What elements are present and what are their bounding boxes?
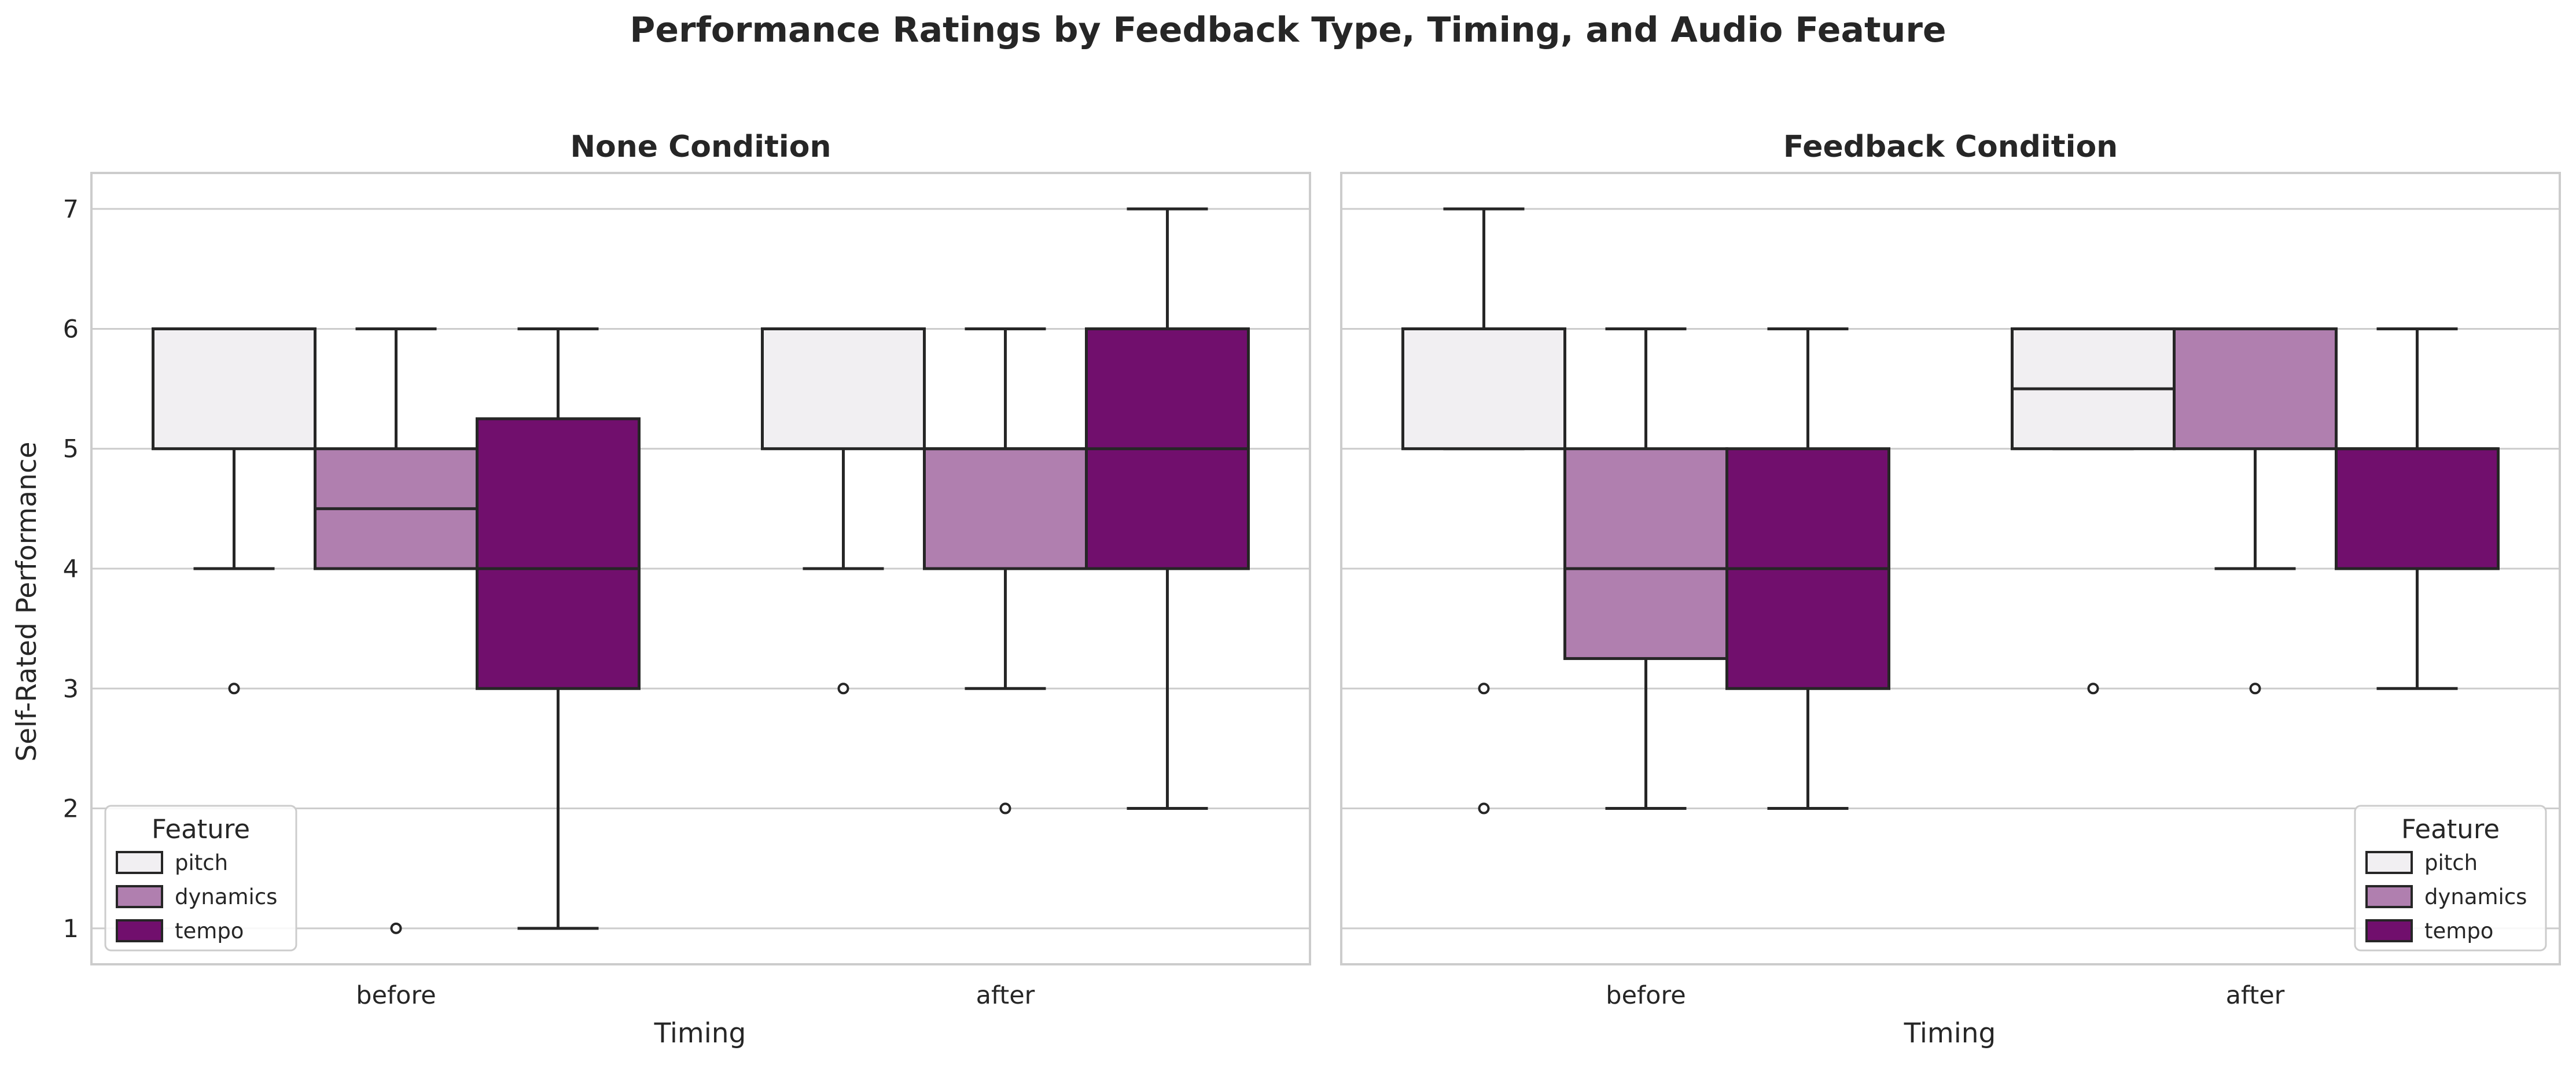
legend: Feature pitch dynamics tempo <box>104 805 297 952</box>
y-tick-label-2: 2 <box>63 795 79 824</box>
box-body <box>1401 327 1566 451</box>
y-tick-label-5: 5 <box>63 435 79 464</box>
panels: 1 2 3 4 5 6 7 None Condition before after Feature p… <box>63 130 2561 1010</box>
panel-title: None Condition <box>570 130 831 164</box>
legend-swatch-tempo <box>116 919 163 942</box>
box-dynamics-after <box>2173 327 2338 695</box>
legend-swatch-pitch <box>2365 851 2413 874</box>
box-body <box>1563 447 1728 660</box>
legend-title: Feature <box>152 814 250 845</box>
box-body <box>2173 327 2338 451</box>
flier-point-0 <box>999 802 1011 814</box>
legend-swatch-dynamics <box>116 885 163 908</box>
figure-title: Performance Ratings by Feedback Type, Ti… <box>630 10 1946 50</box>
x-tick-label-after: after <box>2226 981 2285 1010</box>
legend-frame <box>2354 805 2547 952</box>
box-body <box>923 447 1088 570</box>
flier-point-0 <box>228 683 240 695</box>
x-axis-label-right: Timing <box>1904 1018 1996 1049</box>
legend: Feature pitch dynamics tempo <box>2354 805 2547 952</box>
x-tick-label-after: after <box>976 981 1035 1010</box>
legend-label-tempo: tempo <box>2424 919 2493 943</box>
box-pitch-after <box>761 327 926 695</box>
box-pitch-before <box>152 327 317 695</box>
box-tempo-after <box>2335 327 2500 690</box>
legend-swatch-dynamics <box>2365 885 2413 908</box>
panel-title: Feedback Condition <box>1783 130 2118 164</box>
legend-label-tempo: tempo <box>175 919 244 943</box>
box-dynamics-before <box>314 327 479 934</box>
flier-point-0 <box>2087 683 2099 695</box>
box-body <box>2335 447 2500 570</box>
y-tick-label-1: 1 <box>63 915 79 943</box>
y-tick-label-4: 4 <box>63 555 79 584</box>
flier-point-0 <box>1478 683 1490 695</box>
panel-2: Feedback Condition before after Feature pitc… <box>1340 130 2561 1010</box>
x-tick-label-before: before <box>1606 981 1686 1010</box>
plot-frame <box>90 172 1311 965</box>
legend-frame <box>104 805 297 952</box>
box-pitch-before <box>1401 207 1566 814</box>
legend-swatch-tempo <box>2365 919 2413 942</box>
y-tick-label-3: 3 <box>63 674 79 703</box>
y-tick-label-6: 6 <box>63 315 79 344</box>
plot-frame <box>1340 172 2561 965</box>
box-body <box>761 327 926 451</box>
box-tempo-before <box>476 327 641 930</box>
box-pitch-after <box>2011 327 2176 695</box>
legend-label-pitch: pitch <box>2424 850 2478 875</box>
legend-swatch-pitch <box>116 851 163 874</box>
box-tempo-after <box>1085 207 1250 810</box>
x-tick-label-before: before <box>356 981 436 1010</box>
legend-label-dynamics: dynamics <box>2424 884 2527 909</box>
x-axis-label-left: Timing <box>654 1018 746 1049</box>
box-tempo-before <box>1725 327 1890 810</box>
panel-1: 1 2 3 4 5 6 7 None Condition before after Feature p… <box>63 130 1311 1010</box>
legend-label-dynamics: dynamics <box>175 884 277 909</box>
flier-point-1 <box>1478 802 1490 814</box>
y-tick-label-7: 7 <box>63 195 79 224</box>
box-dynamics-before <box>1563 327 1728 810</box>
box-body <box>476 417 641 690</box>
flier-point-0 <box>2249 683 2261 695</box>
y-axis-label: Self-Rated Performance <box>11 441 43 761</box>
box-dynamics-after <box>923 327 1088 814</box>
legend-title: Feature <box>2401 814 2500 845</box>
flier-point-0 <box>837 683 849 695</box>
flier-point-0 <box>390 922 402 934</box>
legend-label-pitch: pitch <box>175 850 228 875</box>
box-body <box>152 327 317 451</box>
